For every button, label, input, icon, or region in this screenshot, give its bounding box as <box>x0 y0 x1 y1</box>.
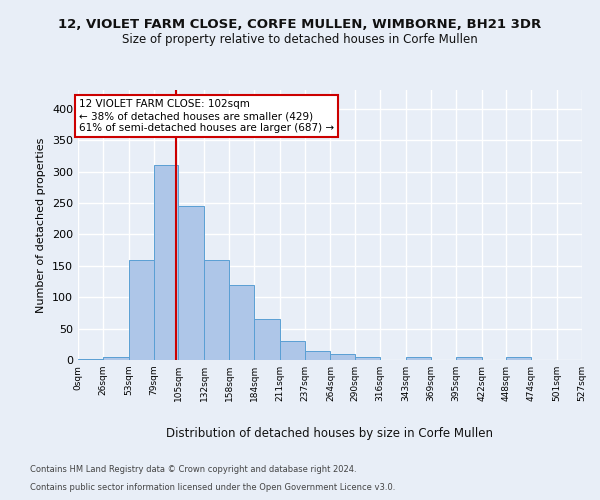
Text: Size of property relative to detached houses in Corfe Mullen: Size of property relative to detached ho… <box>122 32 478 46</box>
Bar <box>506 357 532 360</box>
Bar <box>229 284 254 360</box>
Bar <box>305 350 331 360</box>
Bar <box>178 206 204 360</box>
Bar <box>456 357 482 360</box>
Bar <box>204 260 229 360</box>
Bar <box>355 357 380 360</box>
Bar <box>331 354 355 360</box>
Bar <box>78 358 103 360</box>
Bar <box>406 357 431 360</box>
Bar <box>254 319 280 360</box>
Text: 12 VIOLET FARM CLOSE: 102sqm
← 38% of detached houses are smaller (429)
61% of s: 12 VIOLET FARM CLOSE: 102sqm ← 38% of de… <box>79 100 334 132</box>
Text: Contains HM Land Registry data © Crown copyright and database right 2024.: Contains HM Land Registry data © Crown c… <box>30 466 356 474</box>
Bar <box>154 166 178 360</box>
Bar <box>103 357 128 360</box>
Bar <box>128 260 154 360</box>
Y-axis label: Number of detached properties: Number of detached properties <box>37 138 46 312</box>
Text: Distribution of detached houses by size in Corfe Mullen: Distribution of detached houses by size … <box>167 428 493 440</box>
Bar <box>280 341 305 360</box>
Text: 12, VIOLET FARM CLOSE, CORFE MULLEN, WIMBORNE, BH21 3DR: 12, VIOLET FARM CLOSE, CORFE MULLEN, WIM… <box>58 18 542 30</box>
Text: Contains public sector information licensed under the Open Government Licence v3: Contains public sector information licen… <box>30 483 395 492</box>
